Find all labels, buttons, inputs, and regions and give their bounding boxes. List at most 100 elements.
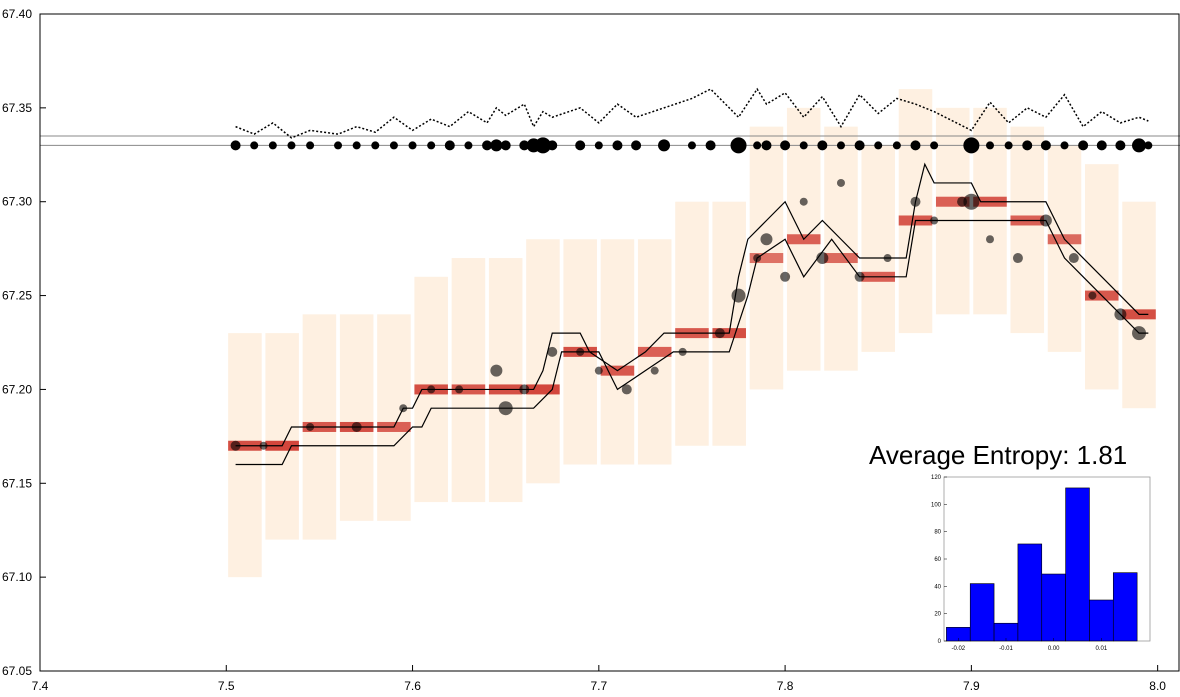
trade-dot	[874, 141, 883, 150]
inset-x-tick-label: 0.01	[1096, 646, 1108, 652]
x-tick-label: 8.0	[1149, 679, 1166, 693]
trade-dot	[534, 137, 551, 154]
y-tick-label: 67.05	[2, 664, 32, 678]
trade-dot	[854, 140, 865, 151]
volume-line	[235, 87, 1149, 139]
order-dot	[1088, 291, 1097, 300]
inset-y-tick-label: 80	[934, 530, 941, 536]
trade-dot	[1022, 140, 1033, 151]
heat-band	[339, 314, 374, 521]
inset-y-tick-label: 120	[931, 475, 942, 481]
order-dot	[910, 196, 921, 207]
heat-cell	[824, 253, 858, 264]
order-dot	[576, 347, 585, 356]
hist-bar	[1041, 573, 1066, 642]
trade-dot	[306, 141, 315, 150]
order-dot	[351, 421, 362, 432]
heat-band	[265, 333, 299, 540]
trade-dot	[547, 140, 558, 151]
trade-dot	[799, 141, 808, 150]
heat-cell	[749, 253, 784, 264]
heat-band	[228, 333, 262, 578]
heat-band	[935, 107, 970, 315]
trade-dot	[371, 141, 380, 150]
y-tick-label: 67.25	[2, 289, 32, 303]
trade-dot	[389, 141, 398, 150]
trade-dot	[1060, 141, 1069, 150]
trade-dot	[230, 140, 241, 151]
y-tick-label: 67.30	[2, 195, 32, 209]
trade-dot	[1144, 141, 1153, 150]
hist-bar	[1065, 487, 1090, 642]
heat-band	[526, 239, 560, 484]
trade-dot	[817, 140, 828, 151]
hist-bar	[1089, 599, 1114, 642]
trade-dot	[687, 141, 696, 150]
order-dot	[678, 347, 687, 356]
heat-band	[973, 107, 1007, 315]
trade-dot	[1132, 138, 1147, 153]
order-dot	[1068, 253, 1079, 264]
heat-band	[451, 258, 486, 503]
inset-y-tick-label: 100	[931, 502, 942, 508]
order-dot	[594, 366, 603, 375]
heat-band	[600, 239, 635, 465]
trade-dot	[575, 140, 586, 151]
y-tick-label: 67.20	[2, 382, 32, 396]
order-dot	[731, 288, 746, 303]
trade-dot	[780, 140, 791, 151]
order-dot	[230, 440, 241, 451]
hist-bar	[969, 583, 995, 642]
heat-band	[824, 126, 858, 371]
heat-band	[377, 314, 411, 521]
order-dot	[714, 328, 725, 339]
heat-cell	[935, 196, 970, 207]
order-dot	[986, 235, 994, 244]
trade-dot	[910, 140, 921, 151]
x-tick-label: 7.9	[963, 679, 980, 693]
trade-dot	[1078, 140, 1089, 151]
x-tick-label: 7.8	[777, 679, 794, 693]
trade-dot	[482, 140, 493, 151]
trade-dot	[892, 141, 901, 150]
inset-y-tick-label: 40	[934, 584, 941, 590]
order-dot	[498, 401, 513, 416]
y-tick-label: 67.15	[2, 476, 32, 490]
order-dot	[1012, 253, 1023, 264]
trade-dot	[490, 139, 503, 152]
x-tick-label: 7.4	[32, 679, 49, 693]
order-dot	[816, 252, 829, 265]
trade-dot	[500, 140, 511, 151]
order-dot	[455, 385, 464, 394]
plot-frame	[39, 13, 1180, 672]
trade-dot	[658, 139, 671, 152]
heat-band	[1122, 201, 1156, 409]
order-dot	[883, 254, 892, 263]
trade-dot	[287, 141, 296, 150]
order-dot	[780, 271, 791, 282]
y-tick-label: 67.35	[2, 101, 32, 115]
order-dot	[621, 384, 632, 395]
x-tick-label: 7.6	[404, 679, 421, 693]
annotation: Average Entropy: 1.81	[869, 440, 1127, 470]
x-tick-label: 7.5	[218, 679, 235, 693]
trade-dot	[250, 141, 259, 150]
trade-dot	[963, 137, 980, 154]
heat-band	[898, 89, 933, 334]
order-dot	[306, 422, 315, 431]
order-dot	[259, 441, 268, 450]
inset-x-tick-label: 0.00	[1048, 646, 1060, 652]
order-dot	[547, 346, 558, 357]
trade-dot	[444, 140, 455, 151]
inset-x-tick-label: -0.02	[951, 646, 965, 652]
heat-cell	[637, 346, 672, 357]
trade-dot	[519, 140, 530, 151]
inset-y-tick-label: 0	[938, 639, 942, 645]
x-tick-label: 7.7	[590, 679, 607, 693]
trade-dot	[334, 141, 343, 150]
trade-dot	[408, 141, 417, 150]
trade-dot	[268, 141, 277, 150]
heat-band	[712, 201, 746, 446]
order-dot	[399, 404, 408, 413]
price-line	[235, 162, 1149, 447]
